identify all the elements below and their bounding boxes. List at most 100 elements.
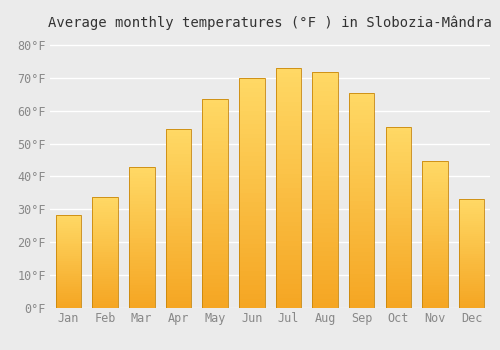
Bar: [239, 111, 264, 115]
Bar: [349, 123, 374, 128]
Bar: [56, 252, 81, 254]
Bar: [239, 102, 264, 106]
Bar: [349, 282, 374, 287]
Bar: [386, 268, 411, 272]
Bar: [239, 124, 264, 129]
Bar: [202, 99, 228, 103]
Bar: [239, 129, 264, 133]
Bar: [312, 162, 338, 167]
Bar: [129, 297, 154, 300]
Bar: [56, 224, 81, 226]
Bar: [92, 228, 118, 230]
Bar: [422, 267, 448, 270]
Bar: [92, 277, 118, 279]
Bar: [166, 154, 191, 158]
Bar: [202, 245, 228, 250]
Bar: [239, 294, 264, 299]
Bar: [166, 211, 191, 215]
Bar: [422, 161, 448, 164]
Bar: [166, 150, 191, 154]
Bar: [276, 274, 301, 279]
Bar: [422, 182, 448, 185]
Bar: [312, 124, 338, 129]
Bar: [422, 270, 448, 273]
Bar: [92, 203, 118, 206]
Bar: [422, 179, 448, 182]
Bar: [56, 289, 81, 291]
Bar: [202, 254, 228, 258]
Bar: [56, 216, 81, 218]
Bar: [239, 221, 264, 225]
Bar: [459, 217, 484, 219]
Bar: [386, 156, 411, 160]
Bar: [129, 224, 154, 226]
Bar: [92, 212, 118, 215]
Bar: [312, 101, 338, 105]
Bar: [386, 210, 411, 214]
Bar: [276, 241, 301, 246]
Bar: [312, 190, 338, 195]
Bar: [276, 197, 301, 202]
Bar: [239, 244, 264, 248]
Bar: [239, 175, 264, 180]
Bar: [129, 246, 154, 249]
Bar: [239, 120, 264, 124]
Bar: [386, 214, 411, 218]
Bar: [312, 105, 338, 110]
Bar: [386, 127, 411, 131]
Bar: [422, 220, 448, 223]
Bar: [422, 164, 448, 167]
Bar: [459, 236, 484, 238]
Bar: [92, 255, 118, 257]
Bar: [129, 243, 154, 246]
Bar: [239, 212, 264, 216]
Bar: [92, 230, 118, 232]
Bar: [349, 140, 374, 145]
Bar: [386, 149, 411, 152]
Bar: [92, 268, 118, 270]
Bar: [459, 278, 484, 280]
Bar: [56, 243, 81, 245]
Bar: [312, 134, 338, 139]
Bar: [202, 275, 228, 279]
Bar: [312, 186, 338, 190]
Bar: [312, 110, 338, 115]
Bar: [386, 207, 411, 210]
Bar: [56, 271, 81, 273]
Bar: [312, 299, 338, 303]
Bar: [422, 282, 448, 285]
Bar: [202, 271, 228, 275]
Bar: [202, 162, 228, 166]
Bar: [349, 136, 374, 140]
Bar: [349, 115, 374, 119]
Bar: [92, 219, 118, 221]
Bar: [386, 232, 411, 236]
Bar: [386, 145, 411, 149]
Bar: [459, 286, 484, 288]
Bar: [386, 265, 411, 268]
Bar: [459, 221, 484, 223]
Bar: [349, 132, 374, 136]
Bar: [92, 237, 118, 239]
Bar: [312, 252, 338, 256]
Bar: [422, 208, 448, 211]
Bar: [349, 183, 374, 188]
Bar: [386, 272, 411, 275]
Bar: [422, 240, 448, 244]
Bar: [166, 132, 191, 136]
Bar: [459, 304, 484, 306]
Bar: [276, 92, 301, 97]
Bar: [312, 139, 338, 143]
Bar: [459, 212, 484, 214]
Bar: [129, 193, 154, 195]
Bar: [386, 304, 411, 308]
Bar: [349, 188, 374, 192]
Bar: [422, 232, 448, 235]
Bar: [92, 241, 118, 244]
Bar: [239, 262, 264, 267]
Bar: [459, 206, 484, 208]
Bar: [56, 287, 81, 289]
Bar: [56, 246, 81, 248]
Bar: [92, 221, 118, 224]
Bar: [459, 219, 484, 221]
